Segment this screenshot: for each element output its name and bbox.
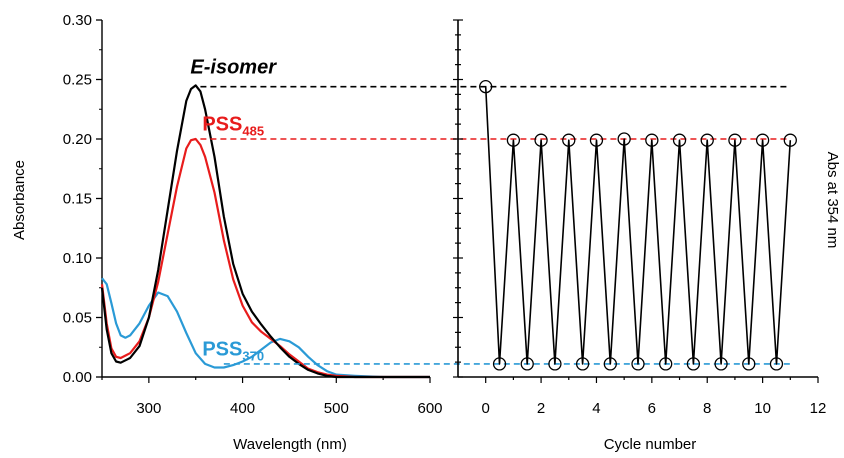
- left-x-tick-label: 600: [417, 400, 442, 417]
- cycle-data-point: [506, 133, 521, 147]
- annotation-label: E-isomer: [190, 57, 277, 79]
- cycle-data-point: [742, 357, 756, 371]
- annotation-label: PSS370: [202, 339, 264, 364]
- cycle-data-point: [659, 357, 673, 371]
- series-line-pss370: [101, 277, 430, 379]
- left-y-tick-label: 0.25: [63, 72, 92, 89]
- left-y-tick-label: 0.15: [63, 191, 92, 208]
- right-x-tick-label: 10: [754, 400, 771, 417]
- left-y-tick-label: 0.05: [63, 310, 92, 327]
- cycle-data-point: [520, 357, 534, 371]
- left-y-axis-label: Absorbance: [11, 160, 28, 240]
- right-x-tick-label: 4: [592, 400, 600, 417]
- annotation-label: PSS485: [202, 114, 264, 139]
- cycle-data-point: [631, 357, 645, 371]
- cycle-series-line: [484, 86, 792, 365]
- left-x-tick-label: 400: [230, 400, 255, 417]
- right-x-tick-label: 0: [482, 400, 490, 417]
- left-x-tick-label: 500: [324, 400, 349, 417]
- cycle-data-point: [492, 357, 507, 371]
- cycle-data-point: [783, 133, 797, 147]
- right-x-tick-label: 2: [537, 400, 545, 417]
- cycle-data-point: [686, 357, 701, 371]
- left-x-axis-label: Wavelength (nm): [233, 436, 347, 453]
- right-x-tick-label: 8: [703, 400, 711, 417]
- cycle-data-point: [562, 133, 576, 147]
- cycle-data-point: [769, 357, 784, 371]
- cycle-data-point: [603, 357, 617, 371]
- cycle-data-point: [575, 357, 590, 371]
- right-x-axis-label: Cycle number: [604, 436, 697, 453]
- cycle-data-point: [534, 133, 548, 147]
- right-y-axis-label: Abs at 354 nm: [824, 152, 841, 249]
- series-line-pss485: [100, 137, 430, 379]
- cycle-data-point: [728, 133, 742, 147]
- cycle-data-point: [479, 79, 493, 94]
- cycle-panel: 0 2 4 6 8 10 12 Abs at 354 nm Cycle number: [453, 19, 841, 453]
- right-x-tick-label: 12: [810, 400, 827, 417]
- left-y-tick-label: 0.00: [63, 369, 92, 386]
- absorbance-spectrum-panel: 0.00 0.05 0.10 0.15 0.20 0.25 0.30 300 400 500 60…: [11, 12, 443, 453]
- cycle-data-point: [548, 357, 562, 371]
- cycle-data-point: [714, 357, 728, 371]
- left-y-tick-label: 0.30: [63, 12, 92, 29]
- cycle-data-point: [755, 133, 770, 147]
- cycle-data-point: [589, 133, 604, 147]
- right-x-tick-label: 6: [648, 400, 656, 417]
- left-y-tick-label: 0.10: [63, 250, 92, 267]
- series-line-e-isomer: [100, 84, 430, 379]
- cycle-data-point: [700, 133, 714, 147]
- left-y-tick-label: 0.20: [63, 131, 92, 148]
- cycle-data-point: [645, 133, 659, 147]
- cycle-data-point: [617, 132, 631, 146]
- cycle-data-point: [672, 133, 687, 147]
- left-x-tick-label: 300: [136, 400, 161, 417]
